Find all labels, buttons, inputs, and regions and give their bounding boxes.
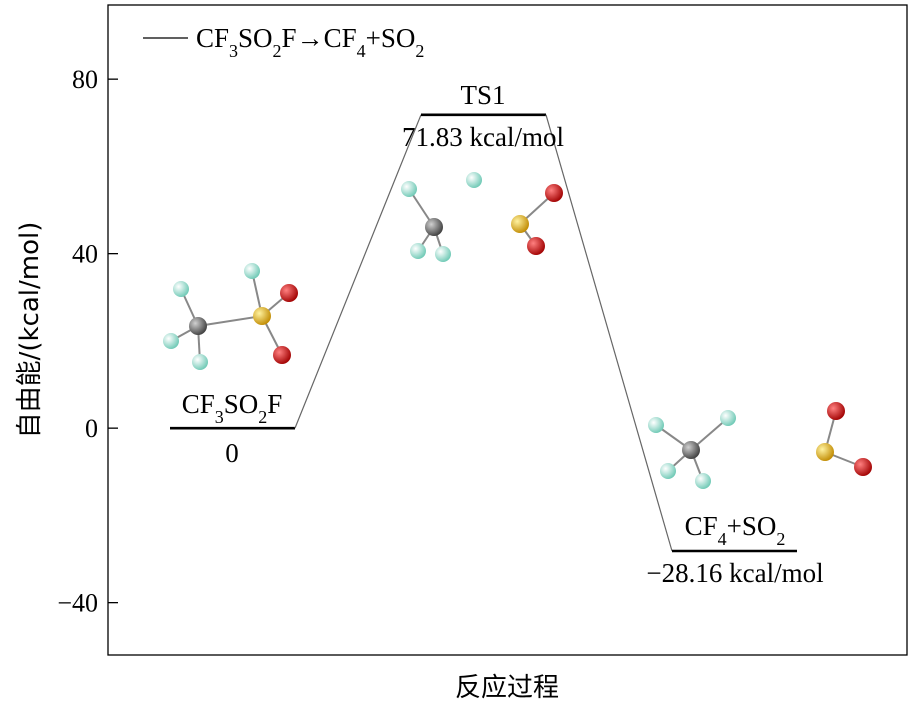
- product-molecule-image: [648, 402, 872, 489]
- y-axis-label: 自由能/(kcal/mol): [15, 222, 45, 439]
- reactant-energy-label: 0: [225, 438, 239, 468]
- product-label: CF4+SO2: [685, 511, 786, 549]
- y-axis: −40 0 40 80: [57, 65, 118, 618]
- connector-line: [545, 114, 673, 552]
- connector-line: [294, 114, 422, 429]
- energy-profile-series: [170, 113, 797, 553]
- y-tick-label: −40: [57, 589, 98, 618]
- reactant-label: CF3SO2F: [182, 389, 283, 427]
- x-axis-label: 反应过程: [455, 673, 559, 703]
- plot-frame: [107, 4, 908, 656]
- ts1-energy-label: 71.83 kcal/mol: [402, 122, 564, 152]
- y-tick-label: 80: [72, 65, 98, 94]
- y-tick-label: 40: [72, 240, 98, 269]
- reactant-molecule-image: [163, 263, 298, 370]
- ts1-label: TS1: [460, 80, 505, 110]
- y-tick-label: 0: [85, 414, 98, 443]
- ts1-molecule-image: [401, 172, 563, 262]
- product-energy-label: −28.16 kcal/mol: [646, 558, 823, 588]
- legend: CF3SO2F→CF4+SO2: [143, 23, 424, 61]
- legend-label: CF3SO2F→CF4+SO2: [196, 23, 424, 61]
